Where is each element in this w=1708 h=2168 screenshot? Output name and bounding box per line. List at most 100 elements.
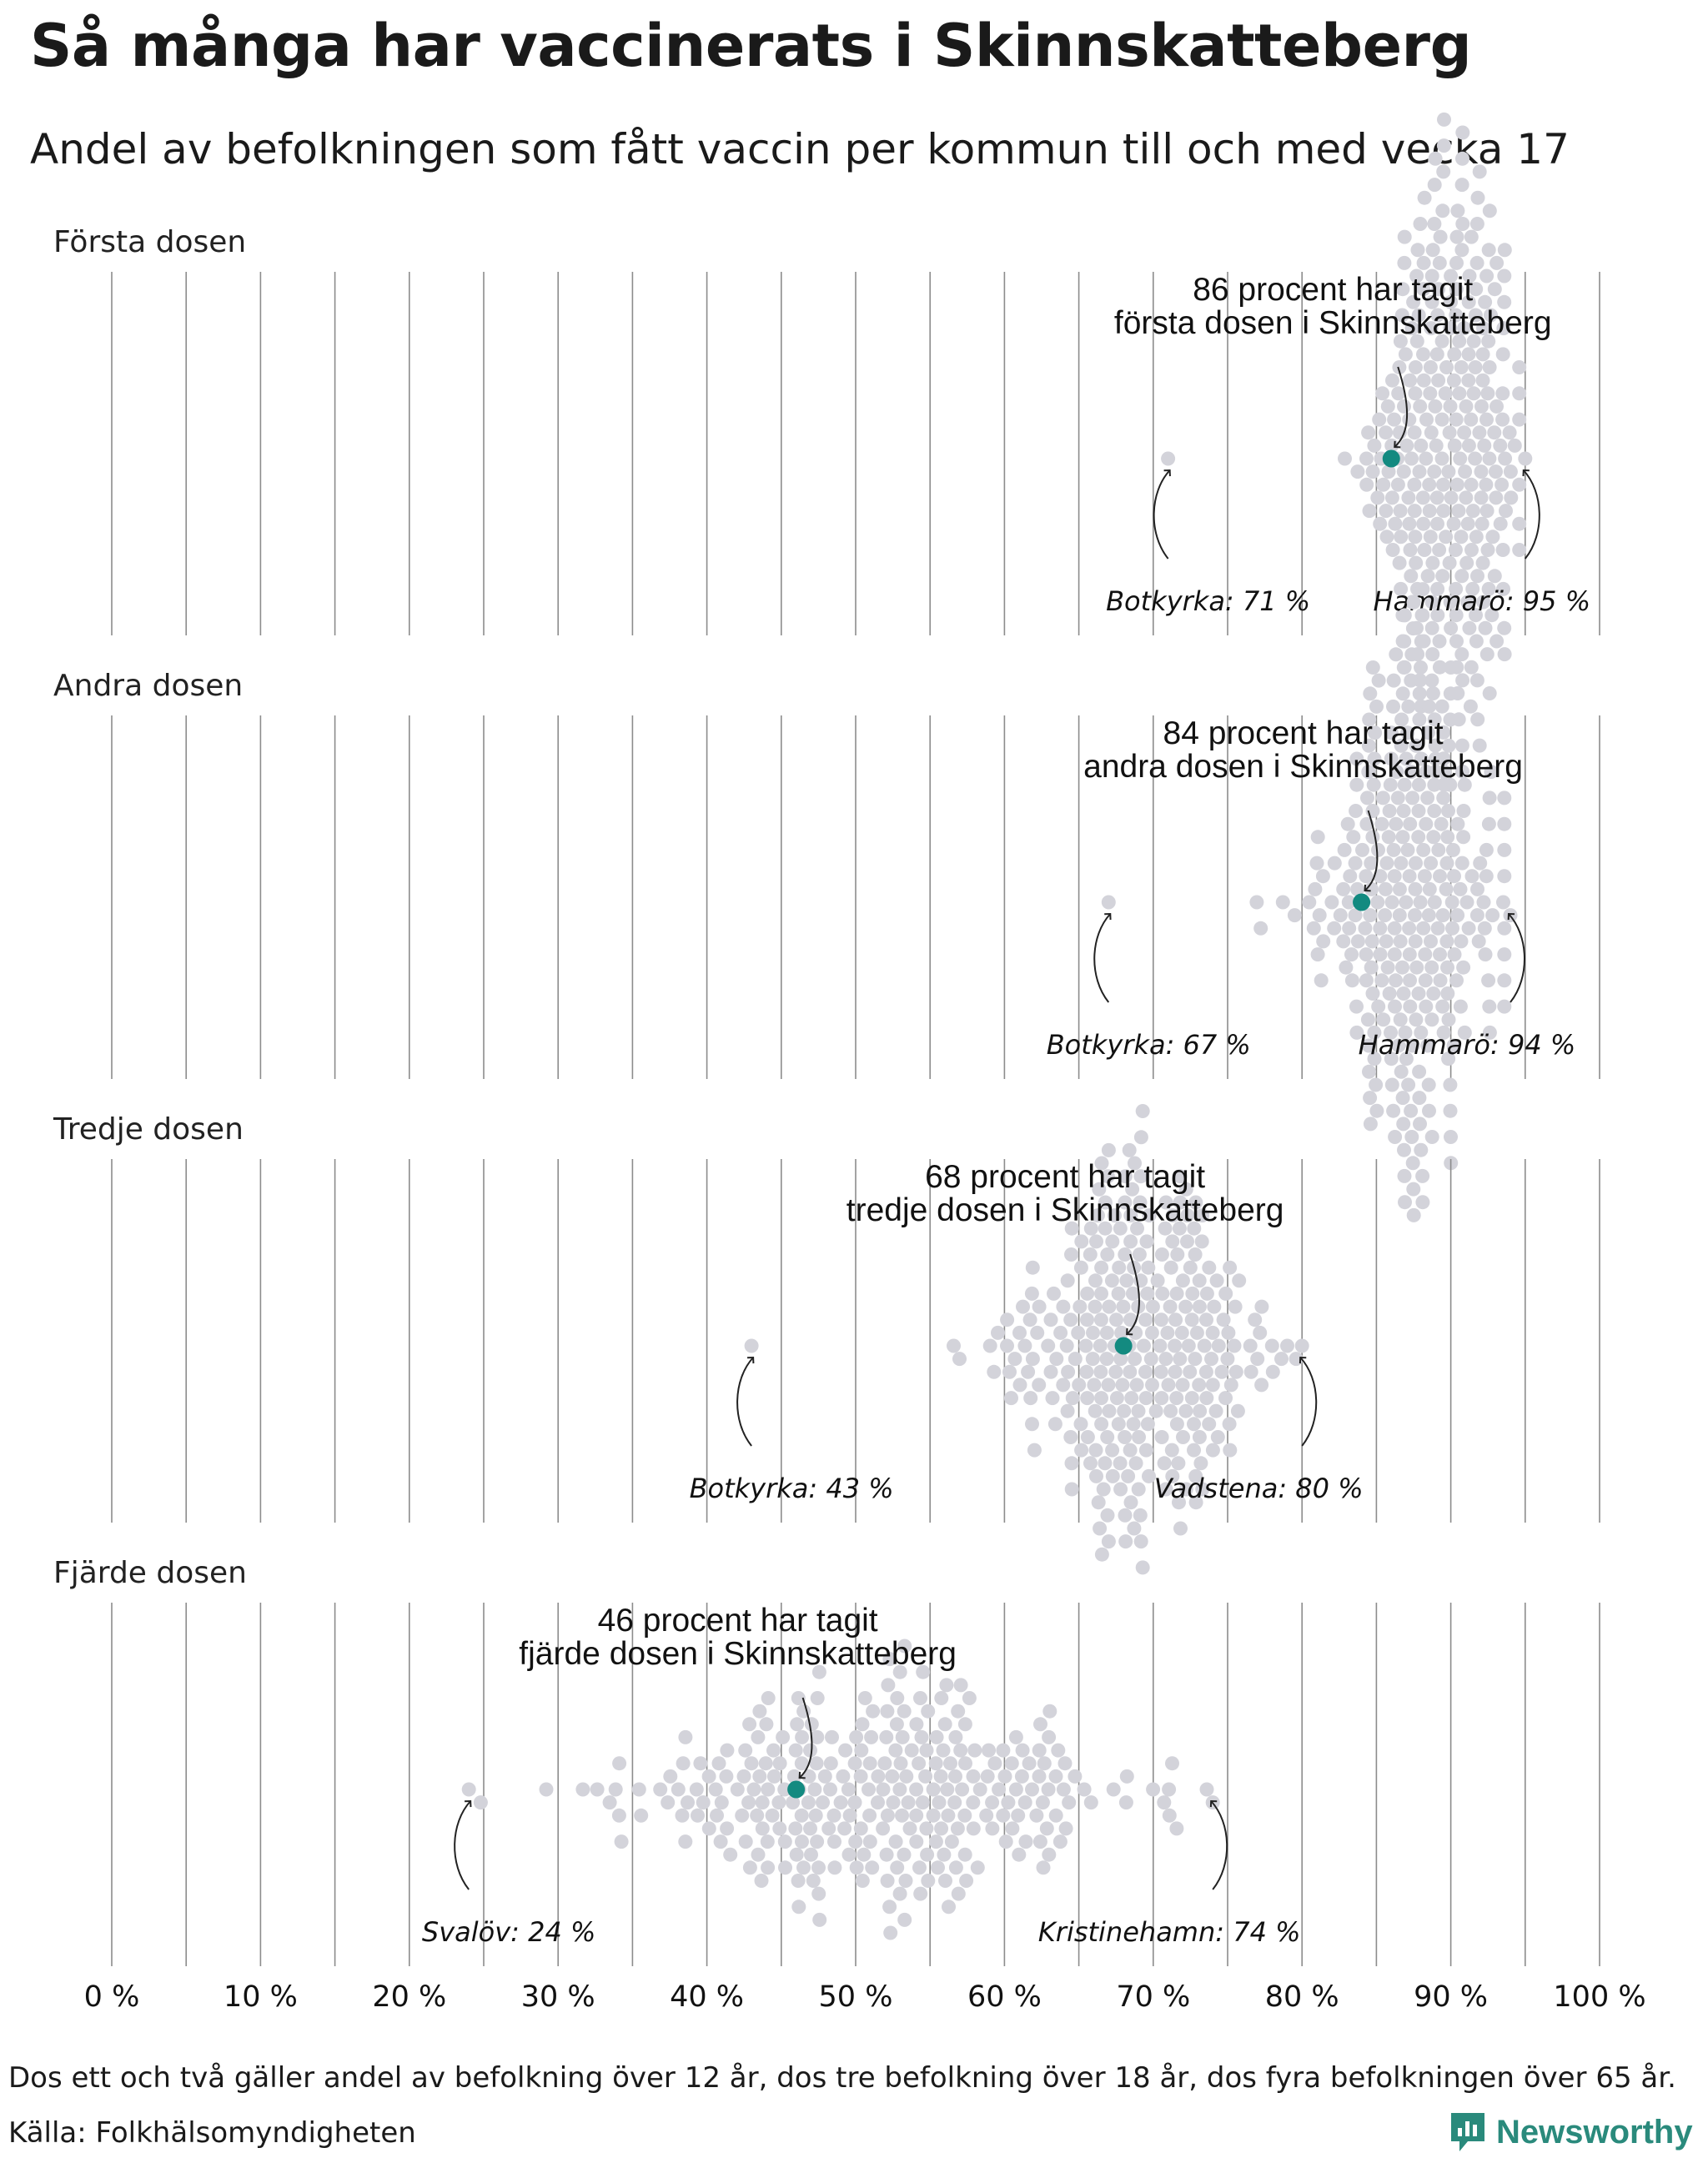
municipality-dot	[1428, 399, 1443, 414]
municipality-dot	[1359, 869, 1374, 884]
municipality-dot	[1403, 373, 1418, 388]
municipality-dot	[1363, 1091, 1378, 1106]
municipality-dot	[1080, 1430, 1095, 1444]
municipality-dot	[790, 1717, 805, 1732]
municipality-dot	[786, 1769, 801, 1784]
municipality-dot	[967, 1743, 982, 1758]
municipality-dot	[1435, 908, 1450, 923]
municipality-dot	[1157, 1456, 1172, 1471]
municipality-dot	[1422, 1103, 1436, 1118]
municipality-dot	[1387, 412, 1402, 427]
municipality-dot	[663, 1769, 678, 1784]
municipality-dot	[1169, 1391, 1184, 1406]
municipality-dot	[689, 1782, 704, 1797]
municipality-dot	[1489, 399, 1504, 414]
municipality-dot	[1154, 1247, 1169, 1262]
municipality-dot	[1424, 1130, 1439, 1144]
panel-label: Andra dosen	[53, 669, 243, 703]
municipality-dot	[1073, 1417, 1088, 1432]
municipality-dot	[1210, 1430, 1225, 1444]
municipality-dot	[1464, 543, 1479, 557]
municipality-dot	[794, 1808, 809, 1823]
municipality-dot	[1435, 999, 1450, 1014]
municipality-dot	[719, 1769, 734, 1784]
municipality-dot	[1383, 777, 1398, 792]
municipality-dot	[1359, 477, 1374, 492]
municipality-dot	[1119, 1769, 1134, 1784]
municipality-dot	[1036, 1860, 1051, 1875]
municipality-dot	[823, 1782, 837, 1797]
municipality-dot	[795, 1834, 809, 1849]
municipality-dot	[1461, 373, 1476, 388]
municipality-dot	[1327, 921, 1342, 936]
municipality-dot	[1093, 1338, 1108, 1353]
municipality-dot	[1413, 399, 1428, 414]
municipality-dot	[1174, 1325, 1189, 1340]
municipality-dot	[1094, 1417, 1109, 1432]
municipality-dot	[1194, 1234, 1209, 1249]
municipality-dot	[1489, 634, 1505, 649]
municipality-dot	[1100, 1508, 1115, 1523]
municipality-dot	[1128, 1352, 1143, 1367]
municipality-dot	[1469, 217, 1484, 231]
municipality-dot	[1487, 425, 1502, 440]
municipality-dot	[899, 1769, 914, 1784]
municipality-dot	[1397, 777, 1412, 792]
municipality-dot	[1381, 464, 1396, 479]
municipality-dot	[1362, 712, 1377, 727]
municipality-dot	[1434, 412, 1449, 427]
municipality-dot	[1426, 830, 1441, 845]
max-arrow	[1507, 912, 1525, 1003]
municipality-dot	[1475, 347, 1490, 362]
municipality-dot	[1419, 451, 1434, 466]
municipality-dot	[1162, 1782, 1177, 1797]
municipality-dot	[1366, 777, 1381, 792]
municipality-dot	[1414, 438, 1429, 453]
municipality-dot	[1395, 282, 1410, 297]
municipality-dot	[1434, 816, 1449, 831]
municipality-dot	[1384, 1025, 1398, 1040]
municipality-dot	[1348, 856, 1363, 871]
municipality-dot	[1472, 425, 1487, 440]
municipality-dot	[1512, 412, 1527, 427]
municipality-dot	[1412, 1091, 1427, 1106]
municipality-dot	[1063, 1430, 1078, 1444]
municipality-dot	[1165, 1234, 1180, 1249]
municipality-dot	[778, 1860, 792, 1875]
municipality-dot	[1450, 203, 1465, 218]
municipality-dot	[901, 1795, 916, 1810]
municipality-dot	[916, 1664, 931, 1679]
municipality-dot	[1402, 869, 1417, 884]
highlight-arrow	[1126, 1253, 1140, 1336]
municipality-dot	[1449, 282, 1464, 297]
municipality-dot	[1449, 477, 1464, 492]
municipality-dot	[761, 1691, 776, 1705]
municipality-dot	[909, 1834, 924, 1849]
municipality-dot	[1497, 973, 1512, 988]
municipality-dot	[1088, 1299, 1103, 1314]
municipality-dot	[1362, 504, 1377, 519]
municipality-dot	[1083, 1795, 1098, 1810]
municipality-dot	[1478, 947, 1493, 962]
municipality-dot	[1419, 765, 1434, 780]
municipality-dot	[888, 1743, 903, 1758]
municipality-dot	[751, 1847, 766, 1862]
municipality-dot	[1340, 816, 1355, 831]
municipality-dot	[1470, 190, 1485, 205]
municipality-dot	[1254, 1378, 1269, 1393]
municipality-dot	[804, 1717, 819, 1732]
municipality-dot	[1073, 1260, 1088, 1275]
municipality-dot	[1482, 203, 1497, 218]
municipality-dot	[1461, 294, 1476, 309]
municipality-dot	[1370, 895, 1385, 910]
municipality-dot	[1133, 1195, 1148, 1210]
municipality-dot	[957, 1808, 972, 1823]
municipality-dot	[1062, 1795, 1077, 1810]
municipality-dot	[1457, 777, 1472, 792]
municipality-dot	[1396, 986, 1411, 1001]
municipality-dot	[932, 1795, 947, 1810]
municipality-dot	[1399, 438, 1414, 453]
municipality-dot	[1379, 934, 1394, 949]
municipality-dot	[1164, 1443, 1179, 1458]
municipality-dot	[1455, 151, 1469, 166]
